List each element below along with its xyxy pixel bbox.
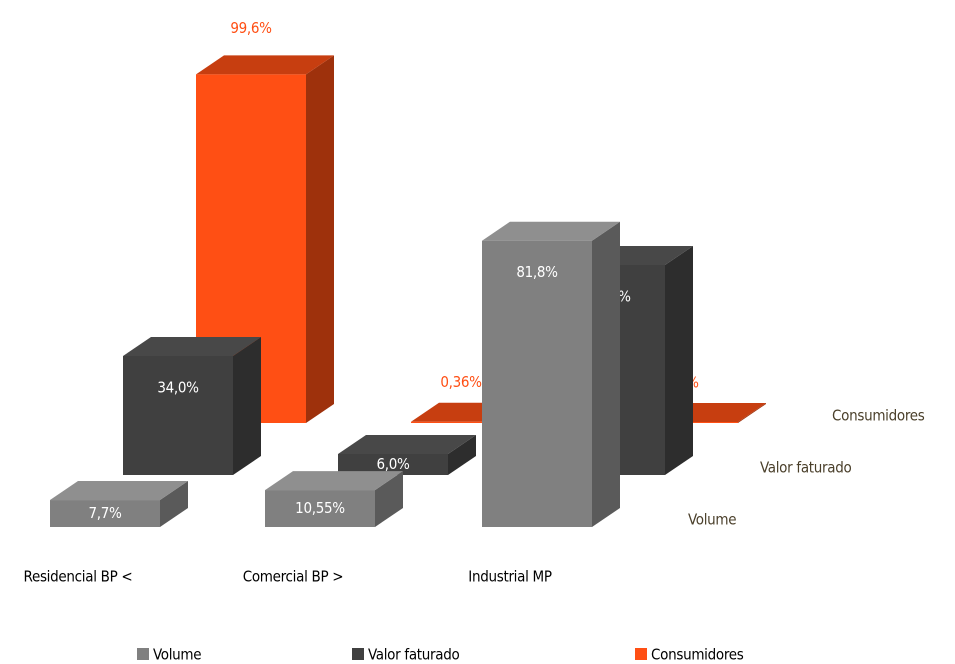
bar bbox=[482, 240, 592, 527]
bar-top bbox=[482, 221, 620, 241]
bar bbox=[265, 490, 375, 527]
bar-top bbox=[338, 435, 476, 454]
bar bbox=[50, 500, 160, 527]
legend-label: Consumidores bbox=[651, 646, 744, 664]
legend-label: Valor faturado bbox=[368, 646, 460, 664]
bar-top bbox=[50, 481, 188, 501]
legend-label: Volume bbox=[153, 646, 201, 664]
value-label: 6,0% bbox=[376, 455, 410, 473]
x-tick-label: Residencial BP < bbox=[24, 568, 133, 586]
bar bbox=[411, 421, 521, 423]
value-label: 7,7% bbox=[88, 504, 122, 522]
bar-top bbox=[265, 471, 403, 491]
bar-side bbox=[160, 481, 188, 527]
x-tick-label: Industrial MP bbox=[468, 568, 552, 586]
bar-top bbox=[196, 55, 334, 75]
bar-side bbox=[665, 246, 693, 475]
bar-side bbox=[738, 403, 766, 423]
x-tick-label: Comercial BP > bbox=[243, 568, 344, 586]
depth-label: Volume bbox=[688, 511, 736, 529]
bar-side bbox=[233, 337, 261, 475]
bar bbox=[338, 454, 448, 475]
legend-swatch bbox=[137, 648, 149, 660]
value-label: 99,6% bbox=[230, 19, 272, 37]
bar-side bbox=[375, 471, 403, 527]
bar bbox=[123, 356, 233, 475]
depth-label: Consumidores bbox=[832, 407, 925, 425]
legend-swatch bbox=[635, 648, 647, 660]
value-label: 10,55% bbox=[295, 499, 345, 517]
value-label: 0,36% bbox=[440, 373, 482, 391]
depth-label: Valor faturado bbox=[760, 459, 852, 477]
bar-side bbox=[448, 435, 476, 475]
bar-side bbox=[306, 55, 334, 424]
value-label: 34,0% bbox=[157, 379, 199, 397]
value-label: 81,8% bbox=[516, 263, 558, 281]
bar-top bbox=[123, 337, 261, 356]
bar-side bbox=[592, 221, 620, 527]
legend-swatch bbox=[352, 648, 364, 660]
